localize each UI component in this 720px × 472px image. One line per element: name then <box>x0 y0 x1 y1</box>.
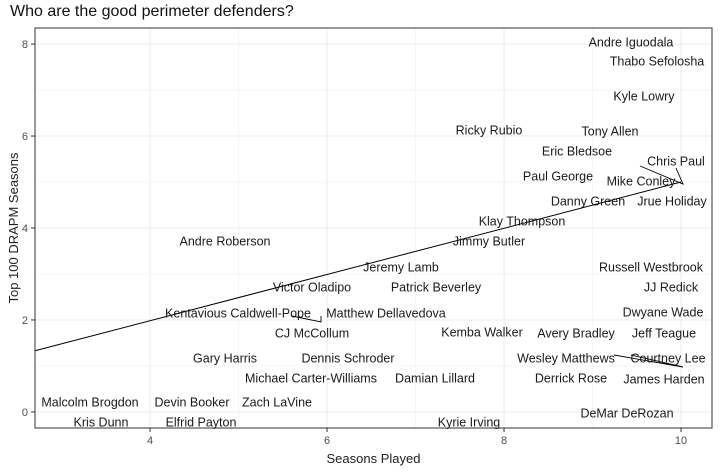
y-axis-title: Top 100 DRAPM Seasons <box>6 152 21 304</box>
point-label: Ricky Rubio <box>456 124 523 138</box>
point-label: Kyrie Irving <box>438 416 501 430</box>
label-connector <box>291 315 322 323</box>
point-label: Chris Paul <box>647 155 705 169</box>
point-label: JJ Redick <box>644 281 699 295</box>
point-label: Jimmy Butler <box>453 235 525 249</box>
trend-line <box>34 181 682 352</box>
y-tick-label: 2 <box>22 315 28 327</box>
point-label: Damian Lillard <box>395 372 475 386</box>
point-label: Derrick Rose <box>535 372 607 386</box>
point-label: Courtney Lee <box>630 352 705 366</box>
point-label: DeMar DeRozan <box>580 407 673 421</box>
point-label: Jrue Holiday <box>637 195 707 209</box>
point-label: Russell Westbrook <box>599 261 704 275</box>
x-tick-label: 4 <box>147 435 153 447</box>
point-label: Zach LaVine <box>242 396 312 410</box>
grid-lines <box>35 28 712 428</box>
point-label: Paul George <box>523 170 593 184</box>
point-label: Elfrid Payton <box>166 416 237 430</box>
point-label: Eric Bledsoe <box>542 145 612 159</box>
trend-line-group <box>34 181 682 352</box>
point-label: Patrick Beverley <box>391 281 482 295</box>
point-label: Andre Roberson <box>179 235 270 249</box>
y-tick-label: 4 <box>22 223 28 235</box>
point-label: Kris Dunn <box>74 416 129 430</box>
point-label: Mike Conley <box>607 175 677 189</box>
point-label: Kemba Walker <box>441 326 523 340</box>
label-connector <box>613 354 684 368</box>
point-label: Victor Oladipo <box>273 281 351 295</box>
label-connector <box>639 165 684 185</box>
point-label: Jeremy Lamb <box>363 261 439 275</box>
x-axis-title: Seasons Played <box>327 451 421 466</box>
point-label: Michael Carter-Williams <box>245 372 377 386</box>
label-segments <box>291 165 684 368</box>
point-label: Devin Booker <box>154 396 229 410</box>
chart-title: Who are the good perimeter defenders? <box>10 3 294 20</box>
y-tick-label: 6 <box>22 131 28 143</box>
x-tick-label: 8 <box>501 435 507 447</box>
y-tick-label: 0 <box>22 407 28 419</box>
point-label: Tony Allen <box>582 125 639 139</box>
point-label: Kyle Lowry <box>613 90 675 104</box>
point-label: Danny Green <box>551 195 625 209</box>
point-label: Kentavious Caldwell-Pope <box>165 307 311 321</box>
point-label: Gary Harris <box>193 352 257 366</box>
point-label: Klay Thompson <box>479 215 566 229</box>
point-label: James Harden <box>623 373 704 387</box>
point-label: Jeff Teague <box>632 327 696 341</box>
x-tick-label: 10 <box>675 435 687 447</box>
axes: 4 6 8 10 0 2 4 6 8 <box>22 39 687 447</box>
point-label: Malcolm Brogdon <box>41 396 138 410</box>
point-label: Dwyane Wade <box>623 306 704 320</box>
x-tick-label: 6 <box>324 435 330 447</box>
point-label: Wesley Matthews <box>517 352 615 366</box>
point-label: Thabo Sefolosha <box>610 55 705 69</box>
point-label: Dennis Schroder <box>301 352 394 366</box>
point-label: CJ McCollum <box>275 327 349 341</box>
point-label: Avery Bradley <box>537 327 615 341</box>
point-label: Matthew Dellavedova <box>326 307 446 321</box>
y-tick-label: 8 <box>22 39 28 51</box>
point-label: Andre Iguodala <box>589 36 674 50</box>
point-labels: Andre Iguodala Thabo Sefolosha Kyle Lowry R… <box>41 36 707 430</box>
